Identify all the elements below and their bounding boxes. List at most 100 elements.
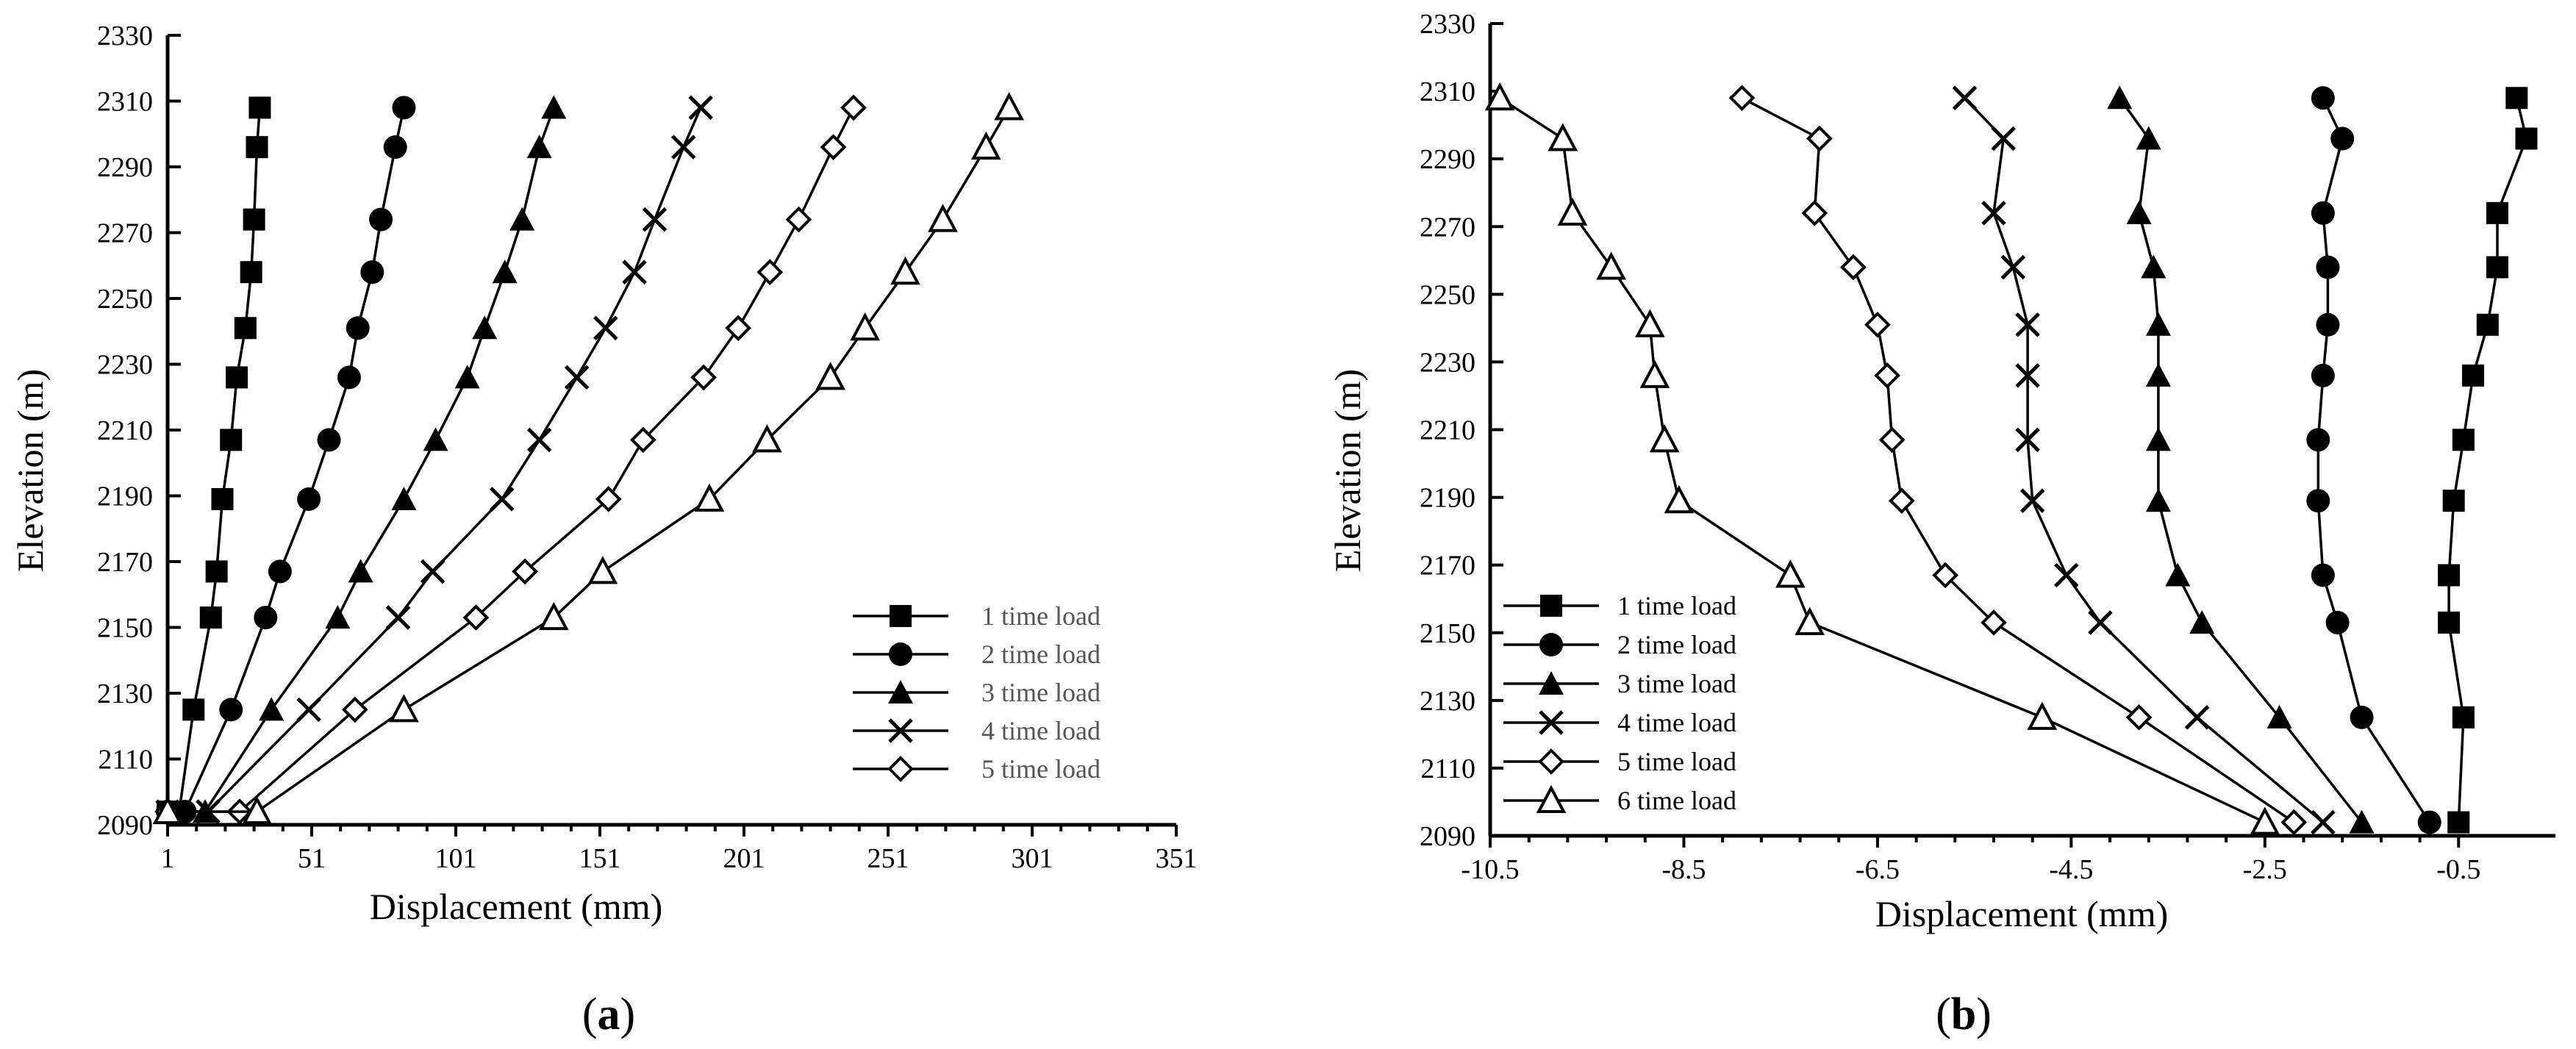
panel-letter-a: a [598,989,620,1039]
data-point [2311,86,2335,110]
data-point [1649,424,1680,453]
data-point [317,428,341,452]
data-point [462,604,490,631]
y-tick-label: 2250 [97,284,153,315]
data-point [1864,311,1891,338]
data-point [2280,809,2308,836]
legend-label: 2 time load [1617,630,1736,659]
data-point [756,259,784,286]
data-point [994,92,1024,121]
y-tick-label: 2270 [97,218,153,249]
data-point [226,366,248,389]
data-point [2125,704,2153,731]
data-point [259,697,285,721]
data-point [2107,85,2133,110]
x-tick-label: 151 [579,843,621,874]
legend-label: 1 time load [981,601,1101,631]
legend-marker [1539,671,1564,695]
data-point [629,426,656,454]
panel-letter-b: b [1951,989,1976,1039]
data-point [526,135,552,159]
y-tick-label: 2190 [97,481,153,512]
data-point [2350,705,2374,729]
data-point [642,207,668,232]
data-point [1795,606,1825,635]
data-point [205,560,228,583]
data-point [234,317,257,340]
legend-item: 2 time load [853,640,1101,669]
data-point [2452,706,2475,728]
x-tick-label: 201 [723,843,765,874]
y-axis-title-a: Elevation (m) [10,369,51,572]
y-tick-label: 2130 [1420,686,1475,717]
series-6 [152,92,1024,825]
data-point [454,365,480,389]
data-point [2027,701,2058,730]
x-tick-label: -4.5 [2049,854,2093,885]
data-point [2141,254,2167,279]
y-tick-label: 2130 [97,679,153,709]
data-point [512,558,538,585]
data-point [2145,427,2171,451]
data-point [928,204,958,232]
legend-label: 4 time load [981,716,1101,745]
data-point [2088,610,2113,635]
data-point [2349,809,2375,834]
data-point [1775,559,1806,588]
y-tick-label: 2250 [1420,279,1475,310]
series-line [1964,97,2325,823]
data-point [725,315,751,342]
legend-marker [1540,595,1562,617]
data-point [2452,429,2475,451]
data-point [840,94,867,121]
data-point [2054,562,2079,588]
legend-label: 3 time load [981,678,1101,707]
data-point [2145,312,2171,336]
data-point [564,365,590,390]
series-line [2118,97,2363,823]
data-point [850,312,880,341]
x-tick-label: 1 [161,843,175,874]
data-point [472,315,498,340]
panel-a: Displacement (mm) Elevation (m) (a) 1 51 1… [10,21,1198,1039]
y-tick-label: 2090 [1420,821,1475,852]
series-line [2316,97,2431,823]
legend-label: 5 time load [981,754,1101,784]
data-point [2486,256,2508,279]
legend-label: 4 time load [1617,708,1736,737]
data-point [2311,363,2335,387]
legend-label: 1 time load [1617,591,1736,620]
data-point [1801,200,1828,226]
data-point [242,795,272,825]
data-point [2184,705,2210,730]
data-point [690,364,717,391]
x-tick-label: 51 [298,843,326,874]
data-point [1806,125,1833,152]
legend-item: 1 time load [1503,591,1736,620]
data-point [152,795,183,825]
data-point [2515,127,2538,150]
y-tick-label: 2170 [97,547,153,578]
data-point [1878,426,1906,454]
data-point [2311,201,2335,225]
panel-b: Displacement (mm) Elevation (m) (b) -10.… [1327,9,2555,1039]
data-point [268,559,292,584]
y-tick-label: 2230 [1420,347,1475,378]
data-point [694,483,725,512]
y-tick-label: 2310 [97,87,153,118]
data-point [360,260,384,284]
data-point [1548,123,1578,151]
legend-item: 4 time load [853,716,1101,745]
data-point [2136,126,2161,150]
series-1 [157,96,271,823]
data-point [1639,359,1670,388]
data-point [489,487,515,512]
data-point [688,95,713,121]
data-point [1991,126,2016,151]
data-point [2126,200,2152,224]
data-point [2505,87,2528,110]
data-point [1981,609,2007,636]
data-point [2189,609,2215,634]
series-5 [154,94,867,825]
